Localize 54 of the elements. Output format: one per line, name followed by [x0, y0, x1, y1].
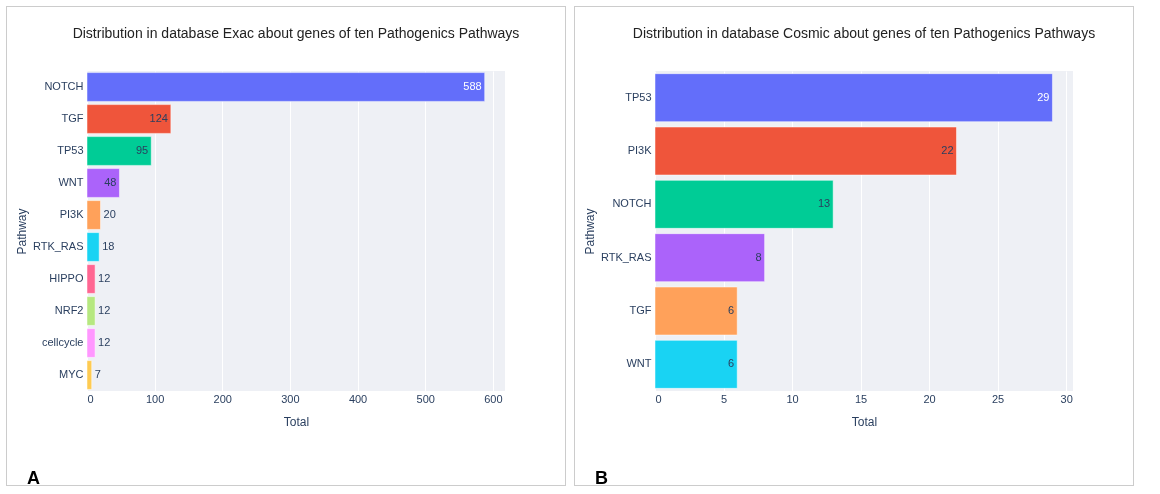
data-label: 6	[728, 304, 735, 316]
x-tick-label: 300	[281, 392, 300, 405]
x-tick-label: 400	[348, 392, 368, 405]
data-label: 8	[755, 250, 762, 263]
text: B	[595, 468, 608, 489]
x-tick-label: 10	[786, 392, 799, 405]
y-tick-label: RTK_RAS	[600, 250, 652, 263]
x-axis-title: Total	[283, 414, 310, 429]
data-label: 48	[104, 176, 117, 188]
data-label: 18	[102, 240, 115, 252]
data-label: 95	[136, 144, 149, 156]
y-tick-label: TGF	[629, 304, 652, 316]
x-tick-label: 200	[213, 392, 232, 405]
y-tick-label: TP53	[57, 144, 84, 156]
data-label: 12	[98, 272, 111, 284]
data-label: 7	[94, 368, 101, 380]
chart-title: Distribution in database Exac about genes of ten Pathogenics Pathways	[72, 25, 520, 41]
y-tick-label: WNT	[626, 357, 652, 370]
y-tick-label: WNT	[58, 176, 84, 188]
chart-title: Distribution in database Cosmic about genes of ten Pathogenics Pathways	[632, 25, 1096, 41]
data-label: 124	[149, 112, 168, 124]
text: A	[27, 468, 40, 489]
x-tick-label: 100	[145, 392, 165, 405]
y-axis-title: Pathway	[14, 208, 29, 255]
y-tick-label: NRF2	[54, 304, 84, 316]
y-tick-label: NOTCH	[612, 197, 652, 210]
data-label: 29	[1037, 90, 1050, 103]
data-label: 588	[463, 80, 482, 92]
x-tick-label: 0	[655, 392, 662, 405]
x-tick-label: 15	[854, 392, 868, 405]
x-axis-title: Total	[851, 414, 878, 429]
y-tick-label: PI3K	[59, 208, 85, 220]
y-tick-label: NOTCH	[44, 80, 84, 92]
x-tick-label: 0	[87, 392, 94, 405]
y-tick-label: TP53	[625, 90, 652, 103]
x-tick-label: 5	[720, 392, 728, 405]
data-label: 22	[941, 144, 954, 156]
x-tick-label: 20	[923, 392, 936, 405]
data-label: 12	[98, 336, 111, 348]
data-label: 12	[98, 304, 111, 316]
y-tick-label: HIPPO	[49, 272, 84, 284]
x-tick-label: 600	[484, 392, 503, 405]
y-tick-label: PI3K	[627, 144, 653, 156]
y-tick-label: MYC	[59, 368, 84, 380]
data-label: 6	[728, 357, 735, 370]
y-tick-label: TGF	[61, 112, 84, 124]
y-tick-label: RTK_RAS	[32, 240, 84, 252]
y-tick-label: cellcycle	[41, 336, 84, 348]
data-label: 13	[817, 197, 831, 210]
x-tick-label: 500	[416, 392, 435, 405]
x-tick-label: 25	[992, 392, 1005, 405]
y-axis-title: Pathway	[582, 208, 597, 255]
x-tick-label: 30	[1060, 392, 1073, 405]
data-label: 20	[103, 208, 116, 220]
